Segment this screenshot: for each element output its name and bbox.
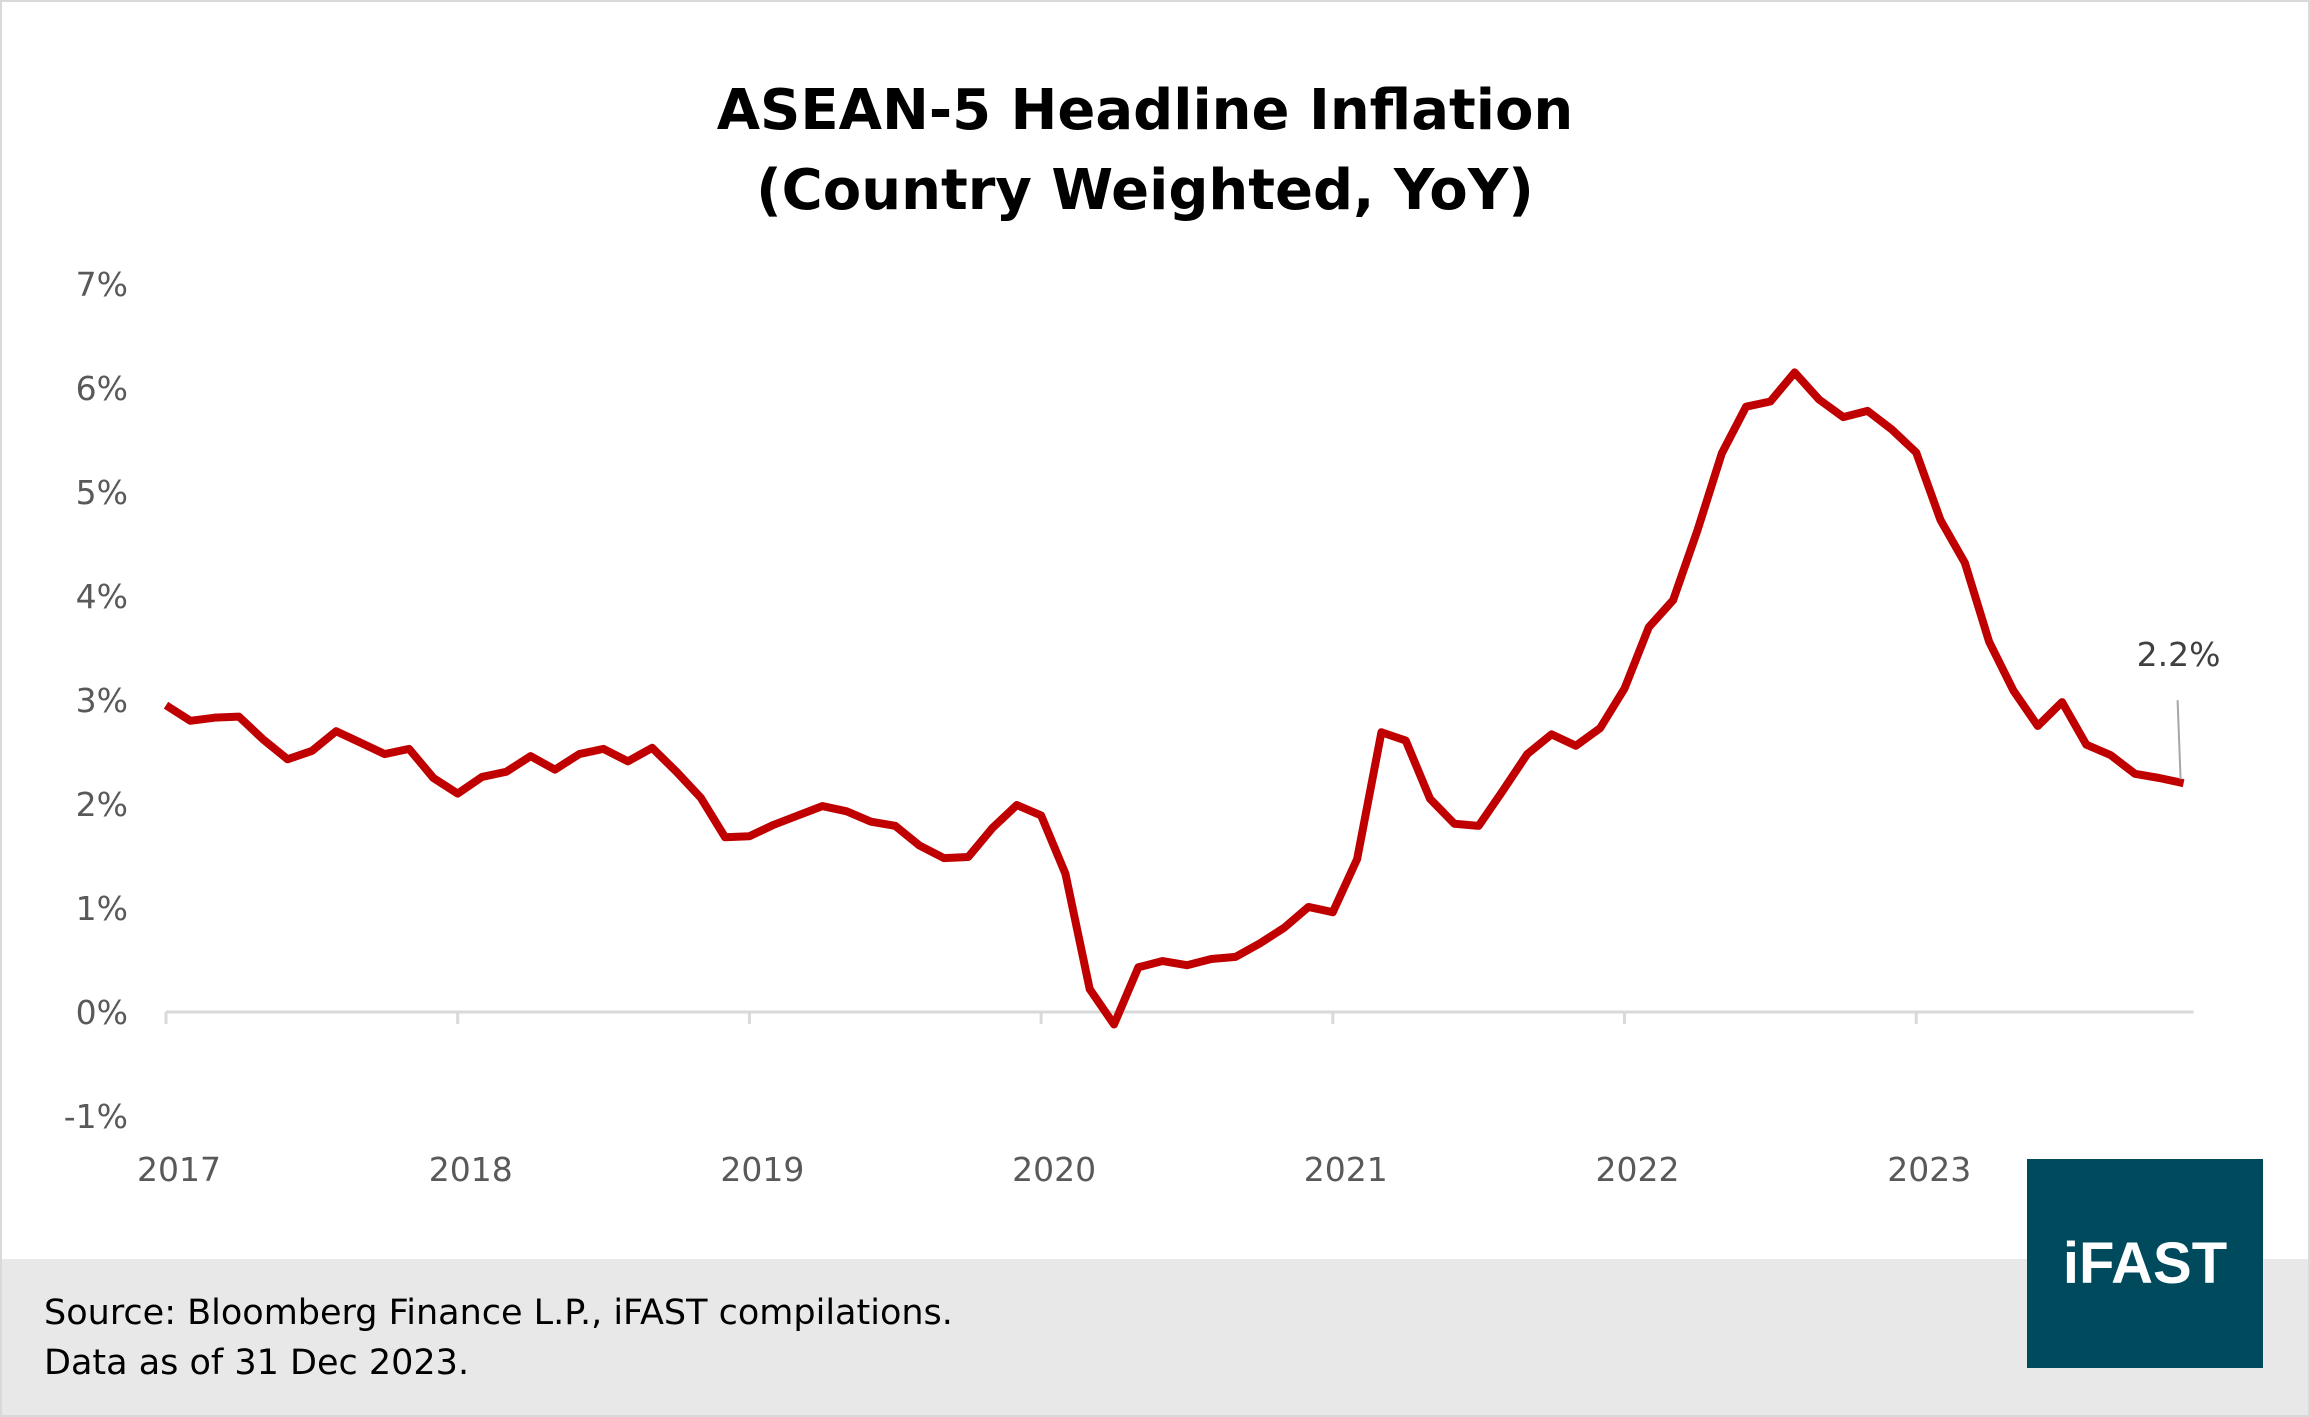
- line-chart: -1% 0% 1% 2% 3% 4% 5% 6% 7% 2017 2018 2019 2020 2021 2…: [64, 265, 2221, 1189]
- x-tick-label: 2021: [1304, 1150, 1388, 1189]
- data-date-note: Data as of 31 Dec 2023.: [44, 1343, 470, 1383]
- chart-subtitle: (Country Weighted, YoY): [756, 158, 1534, 223]
- ifast-logo: iFAST: [2027, 1159, 2263, 1368]
- inflation-line: [163, 368, 2185, 1029]
- y-tick-label: 3%: [76, 681, 128, 720]
- x-tick-label: 2020: [1012, 1150, 1096, 1189]
- y-tick-label: 1%: [76, 889, 128, 928]
- x-tick-label: 2017: [137, 1150, 221, 1189]
- logo-text: iFAST: [2062, 1231, 2228, 1296]
- x-tick-label: 2023: [1887, 1150, 1971, 1189]
- last-value-label: 2.2%: [2137, 635, 2221, 674]
- y-tick-label: -1%: [64, 1097, 128, 1136]
- y-tick-label: 6%: [76, 369, 128, 408]
- y-tick-label: 4%: [76, 577, 128, 616]
- source-note: Source: Bloomberg Finance L.P., iFAST co…: [44, 1293, 953, 1333]
- x-tick-label: 2018: [429, 1150, 513, 1189]
- x-tick-label: 2019: [720, 1150, 804, 1189]
- chart-title: ASEAN-5 Headline Inflation: [716, 78, 1574, 143]
- annotation-leader-line: [2176, 700, 2182, 780]
- y-tick-label: 7%: [76, 265, 128, 304]
- y-tick-label: 2%: [76, 785, 128, 824]
- y-tick-label: 0%: [76, 993, 128, 1032]
- footer: Source: Bloomberg Finance L.P., iFAST co…: [2, 1259, 2308, 1415]
- y-tick-label: 5%: [76, 473, 128, 512]
- x-tick-label: 2022: [1596, 1150, 1680, 1189]
